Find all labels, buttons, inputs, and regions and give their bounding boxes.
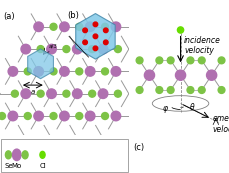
Circle shape bbox=[37, 90, 44, 97]
Circle shape bbox=[46, 44, 56, 54]
Circle shape bbox=[40, 151, 45, 158]
Circle shape bbox=[34, 22, 43, 31]
Text: a/3: a/3 bbox=[48, 43, 57, 48]
Circle shape bbox=[136, 87, 142, 93]
Circle shape bbox=[111, 22, 120, 31]
Circle shape bbox=[8, 67, 18, 76]
Circle shape bbox=[82, 40, 87, 45]
Circle shape bbox=[98, 44, 107, 54]
Circle shape bbox=[46, 89, 56, 98]
Circle shape bbox=[186, 87, 193, 93]
Text: φ: φ bbox=[161, 104, 166, 113]
Circle shape bbox=[155, 57, 162, 64]
Circle shape bbox=[85, 111, 95, 121]
Circle shape bbox=[63, 46, 70, 53]
Circle shape bbox=[166, 87, 173, 93]
Circle shape bbox=[50, 23, 57, 30]
Text: Se: Se bbox=[4, 163, 13, 169]
Text: (a): (a) bbox=[3, 12, 15, 21]
Circle shape bbox=[21, 44, 30, 54]
Circle shape bbox=[50, 112, 57, 120]
Circle shape bbox=[101, 112, 108, 120]
Circle shape bbox=[85, 22, 95, 31]
Text: a: a bbox=[31, 89, 35, 95]
Text: incidence
velocity: incidence velocity bbox=[183, 36, 220, 55]
Circle shape bbox=[12, 149, 21, 161]
Text: θ: θ bbox=[189, 103, 194, 112]
Text: Mo: Mo bbox=[12, 163, 22, 169]
Circle shape bbox=[24, 68, 31, 75]
Circle shape bbox=[217, 57, 224, 64]
Text: emergence
velocity: emergence velocity bbox=[211, 114, 229, 134]
Circle shape bbox=[136, 57, 142, 64]
Circle shape bbox=[76, 23, 82, 30]
Circle shape bbox=[111, 67, 120, 76]
Circle shape bbox=[186, 57, 193, 64]
Circle shape bbox=[217, 87, 224, 93]
Circle shape bbox=[93, 34, 97, 39]
Circle shape bbox=[197, 87, 204, 93]
Circle shape bbox=[206, 70, 216, 80]
Circle shape bbox=[8, 111, 18, 121]
Circle shape bbox=[24, 112, 31, 120]
Circle shape bbox=[50, 68, 57, 75]
Circle shape bbox=[103, 40, 108, 45]
Circle shape bbox=[34, 67, 43, 76]
Circle shape bbox=[197, 57, 204, 64]
Circle shape bbox=[98, 89, 107, 98]
Circle shape bbox=[76, 68, 82, 75]
Circle shape bbox=[22, 151, 28, 159]
Circle shape bbox=[155, 87, 162, 93]
Text: (b): (b) bbox=[67, 11, 79, 20]
Circle shape bbox=[114, 46, 121, 53]
Circle shape bbox=[0, 112, 5, 120]
Circle shape bbox=[82, 28, 87, 33]
Circle shape bbox=[72, 44, 82, 54]
Circle shape bbox=[59, 22, 69, 31]
Circle shape bbox=[21, 89, 30, 98]
Circle shape bbox=[85, 67, 95, 76]
FancyBboxPatch shape bbox=[1, 139, 128, 172]
Circle shape bbox=[11, 90, 18, 97]
Circle shape bbox=[34, 111, 43, 121]
Circle shape bbox=[93, 46, 97, 51]
Circle shape bbox=[88, 46, 95, 53]
Circle shape bbox=[59, 111, 69, 121]
Circle shape bbox=[5, 151, 11, 159]
Circle shape bbox=[101, 23, 108, 30]
Text: Cl: Cl bbox=[39, 163, 46, 169]
Polygon shape bbox=[27, 49, 53, 79]
Circle shape bbox=[103, 28, 108, 33]
Circle shape bbox=[88, 90, 95, 97]
Circle shape bbox=[93, 22, 97, 27]
Circle shape bbox=[166, 57, 173, 64]
Circle shape bbox=[101, 68, 108, 75]
Circle shape bbox=[111, 111, 120, 121]
Circle shape bbox=[59, 67, 69, 76]
Circle shape bbox=[177, 27, 183, 33]
Text: (c): (c) bbox=[133, 143, 144, 152]
Circle shape bbox=[37, 46, 44, 53]
Polygon shape bbox=[75, 13, 115, 59]
Circle shape bbox=[76, 112, 82, 120]
Circle shape bbox=[114, 90, 121, 97]
Circle shape bbox=[144, 70, 154, 80]
Circle shape bbox=[175, 70, 185, 80]
Circle shape bbox=[72, 89, 82, 98]
Circle shape bbox=[63, 90, 70, 97]
